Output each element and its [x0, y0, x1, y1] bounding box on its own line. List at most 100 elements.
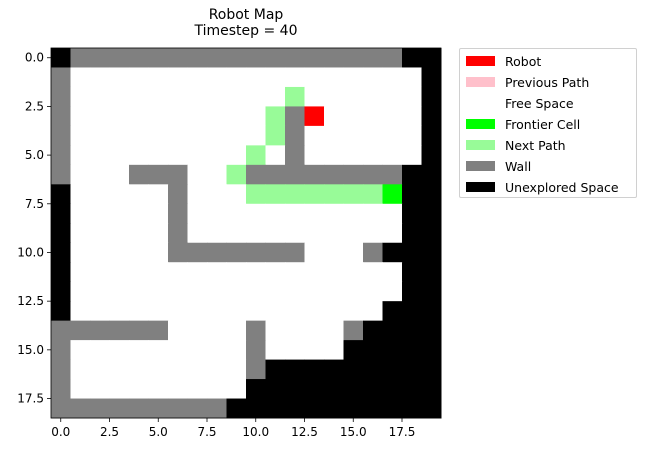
cell-wall	[51, 398, 71, 419]
cell-free-space	[70, 145, 91, 166]
cell-free-space	[304, 67, 325, 88]
cell-free-space	[90, 86, 110, 107]
cell-free-space	[90, 145, 110, 166]
cell-wall	[382, 48, 403, 68]
cell-unexplored-space	[285, 398, 305, 419]
cell-free-space	[168, 125, 188, 146]
cell-free-space	[363, 106, 383, 127]
cell-free-space	[324, 340, 344, 361]
cell-free-space	[168, 145, 188, 166]
cell-free-space	[207, 359, 227, 380]
cell-unexplored-space	[382, 359, 403, 380]
cell-next-path	[246, 145, 266, 166]
cell-unexplored-space	[226, 398, 247, 419]
cell-free-space	[226, 67, 247, 88]
cell-wall	[109, 320, 130, 341]
cell-free-space	[324, 145, 344, 166]
legend-item-robot: Robot	[466, 52, 541, 70]
cell-free-space	[304, 145, 325, 166]
cell-wall	[70, 398, 91, 419]
cell-free-space	[129, 359, 149, 380]
cell-free-space	[129, 184, 149, 205]
legend-swatch	[466, 161, 495, 171]
x-tick-label: 0.0	[51, 425, 70, 439]
cell-free-space	[226, 379, 247, 400]
cell-wall	[382, 164, 403, 185]
y-tick-label: 15.0	[17, 343, 44, 357]
cell-wall	[129, 320, 149, 341]
legend-item-previous-path: Previous Path	[466, 73, 589, 91]
y-tick-label: 17.5	[17, 392, 44, 406]
cell-free-space	[226, 301, 247, 322]
cell-wall	[148, 320, 169, 341]
cell-unexplored-space	[402, 184, 422, 205]
y-tick-label: 5.0	[25, 148, 44, 162]
cell-unexplored-space	[421, 262, 442, 283]
cell-free-space	[363, 125, 383, 146]
cell-free-space	[168, 67, 188, 88]
cell-free-space	[207, 125, 227, 146]
cell-wall	[363, 242, 383, 263]
cell-free-space	[363, 145, 383, 166]
cell-unexplored-space	[402, 164, 422, 185]
cell-unexplored-space	[363, 359, 383, 380]
cell-free-space	[402, 106, 422, 127]
cell-free-space	[226, 281, 247, 302]
cell-free-space	[265, 67, 286, 88]
cell-unexplored-space	[402, 301, 422, 322]
cell-free-space	[168, 301, 188, 322]
cell-wall	[129, 164, 149, 185]
cell-free-space	[90, 67, 110, 88]
cell-free-space	[148, 359, 169, 380]
cell-free-space	[168, 359, 188, 380]
cell-free-space	[90, 340, 110, 361]
cell-unexplored-space	[421, 340, 442, 361]
cell-free-space	[285, 262, 305, 283]
cell-wall	[70, 48, 91, 68]
cell-free-space	[70, 281, 91, 302]
cell-free-space	[148, 262, 169, 283]
x-tick-label: 12.5	[291, 425, 318, 439]
cell-free-space	[70, 301, 91, 322]
legend-label: Unexplored Space	[505, 179, 619, 195]
cell-free-space	[304, 203, 325, 224]
cell-wall	[285, 164, 305, 185]
cell-free-space	[90, 164, 110, 185]
cell-unexplored-space	[324, 398, 344, 419]
cell-wall	[246, 340, 266, 361]
plot-frame	[50, 47, 442, 419]
legend: Robot Previous Path Free Space Frontier Cel…	[459, 48, 637, 198]
cell-wall	[168, 398, 188, 419]
cell-free-space	[168, 379, 188, 400]
cell-wall	[90, 320, 110, 341]
cell-wall	[363, 48, 383, 68]
cell-unexplored-space	[51, 184, 71, 205]
cell-unexplored-space	[51, 281, 71, 302]
cell-free-space	[324, 242, 344, 263]
cell-free-space	[304, 86, 325, 107]
cell-unexplored-space	[421, 184, 442, 205]
cell-free-space	[148, 281, 169, 302]
cell-free-space	[70, 203, 91, 224]
cell-unexplored-space	[246, 398, 266, 419]
cell-free-space	[343, 67, 364, 88]
cell-free-space	[109, 379, 130, 400]
cell-unexplored-space	[402, 379, 422, 400]
cell-free-space	[207, 379, 227, 400]
cell-wall	[129, 398, 149, 419]
cell-free-space	[363, 86, 383, 107]
cell-wall	[226, 242, 247, 263]
cell-free-space	[402, 145, 422, 166]
cell-free-space	[304, 301, 325, 322]
cell-free-space	[207, 164, 227, 185]
cell-frontier-cell	[382, 184, 403, 205]
legend-label: Wall	[505, 158, 532, 174]
cell-unexplored-space	[421, 203, 442, 224]
x-tick-label: 7.5	[197, 425, 216, 439]
cell-wall	[304, 164, 325, 185]
y-tick-label: 7.5	[25, 197, 44, 211]
cell-free-space	[129, 86, 149, 107]
cell-free-space	[187, 164, 208, 185]
cell-free-space	[187, 86, 208, 107]
cell-free-space	[90, 301, 110, 322]
